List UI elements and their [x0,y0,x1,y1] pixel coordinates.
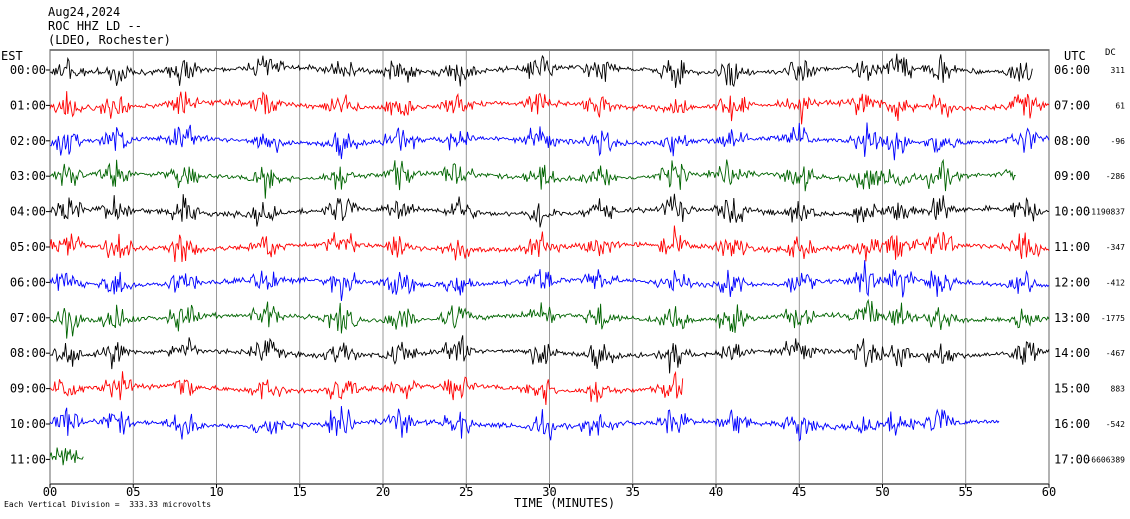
x-tick-label-45: 45 [792,485,806,499]
est-label-8: 08:00 [10,346,46,360]
dc-value-10: -542 [1106,420,1125,429]
trace-row-4 [49,193,1050,228]
utc-label-6: 12:00 [1054,275,1090,289]
trace-row-0 [49,53,1033,88]
est-label-10: 10:00 [10,417,46,431]
est-label-7: 07:00 [10,311,46,325]
utc-label-11: 17:00 [1054,452,1090,466]
trace-row-5 [49,225,1050,263]
dc-value-5: -347 [1106,243,1125,252]
x-tick-label-60: 60 [1042,485,1056,499]
utc-label-10: 16:00 [1054,417,1090,431]
utc-label-9: 15:00 [1054,382,1090,396]
est-label-6: 06:00 [10,275,46,289]
x-tick-label-00: 00 [43,485,57,499]
dc-value-9: 883 [1111,385,1126,394]
utc-label-2: 08:00 [1054,134,1090,148]
x-tick-label-55: 55 [959,485,973,499]
est-label-1: 01:00 [10,98,46,112]
trace-row-11 [49,447,84,466]
utc-label-7: 13:00 [1054,311,1090,325]
x-tick-label-25: 25 [459,485,473,499]
trace-row-2 [49,122,1050,161]
est-label-9: 09:00 [10,382,46,396]
dc-value-3: -286 [1106,172,1125,181]
dc-value-8: -467 [1106,349,1125,358]
x-tick-label-35: 35 [626,485,640,499]
utc-label-4: 10:00 [1054,205,1090,219]
est-label-11: 11:00 [10,452,46,466]
header-date: Aug24,2024 [48,5,121,19]
x-tick-label-30: 30 [542,485,556,499]
dc-value-1: 61 [1115,101,1125,110]
x-tick-label-15: 15 [293,485,307,499]
vertical-division-footer: Each Vertical Division = 333.33 microvol… [4,500,212,509]
header-network: (LDEO, Rochester) [48,33,171,47]
utc-label-0: 06:00 [1054,63,1090,77]
dc-header-label: DC [1105,48,1116,58]
utc-label-5: 11:00 [1054,240,1090,254]
trace-row-7 [49,298,1050,339]
est-label-3: 03:00 [10,169,46,183]
trace-row-9 [49,370,684,406]
utc-label-8: 14:00 [1054,346,1090,360]
right-zone-label: UTC [1064,49,1086,63]
est-label-4: 04:00 [10,205,46,219]
trace-row-10 [49,405,1000,442]
x-tick-label-20: 20 [376,485,390,499]
dc-value-0: 311 [1111,66,1126,75]
trace-row-1 [49,91,1050,125]
left-zone-label: EST [1,49,23,63]
utc-label-1: 07:00 [1054,98,1090,112]
est-label-2: 02:00 [10,134,46,148]
dc-value-4: -1190837 [1086,208,1125,217]
est-label-0: 00:00 [10,63,46,77]
x-tick-label-05: 05 [126,485,140,499]
trace-row-8 [49,335,1050,374]
x-tick-label-40: 40 [709,485,723,499]
dc-value-11: -6606389 [1086,455,1125,464]
utc-label-3: 09:00 [1054,169,1090,183]
dc-value-6: -412 [1106,278,1125,287]
trace-row-6 [49,260,1050,302]
x-tick-label-10: 10 [209,485,223,499]
header-station: ROC HHZ LD -- [48,19,142,33]
dc-value-2: -96 [1111,137,1126,146]
dc-value-7: -1775 [1101,314,1125,323]
est-label-5: 05:00 [10,240,46,254]
x-tick-label-50: 50 [875,485,889,499]
x-axis-label: TIME (MINUTES) [514,496,616,510]
trace-row-3 [49,158,1016,199]
